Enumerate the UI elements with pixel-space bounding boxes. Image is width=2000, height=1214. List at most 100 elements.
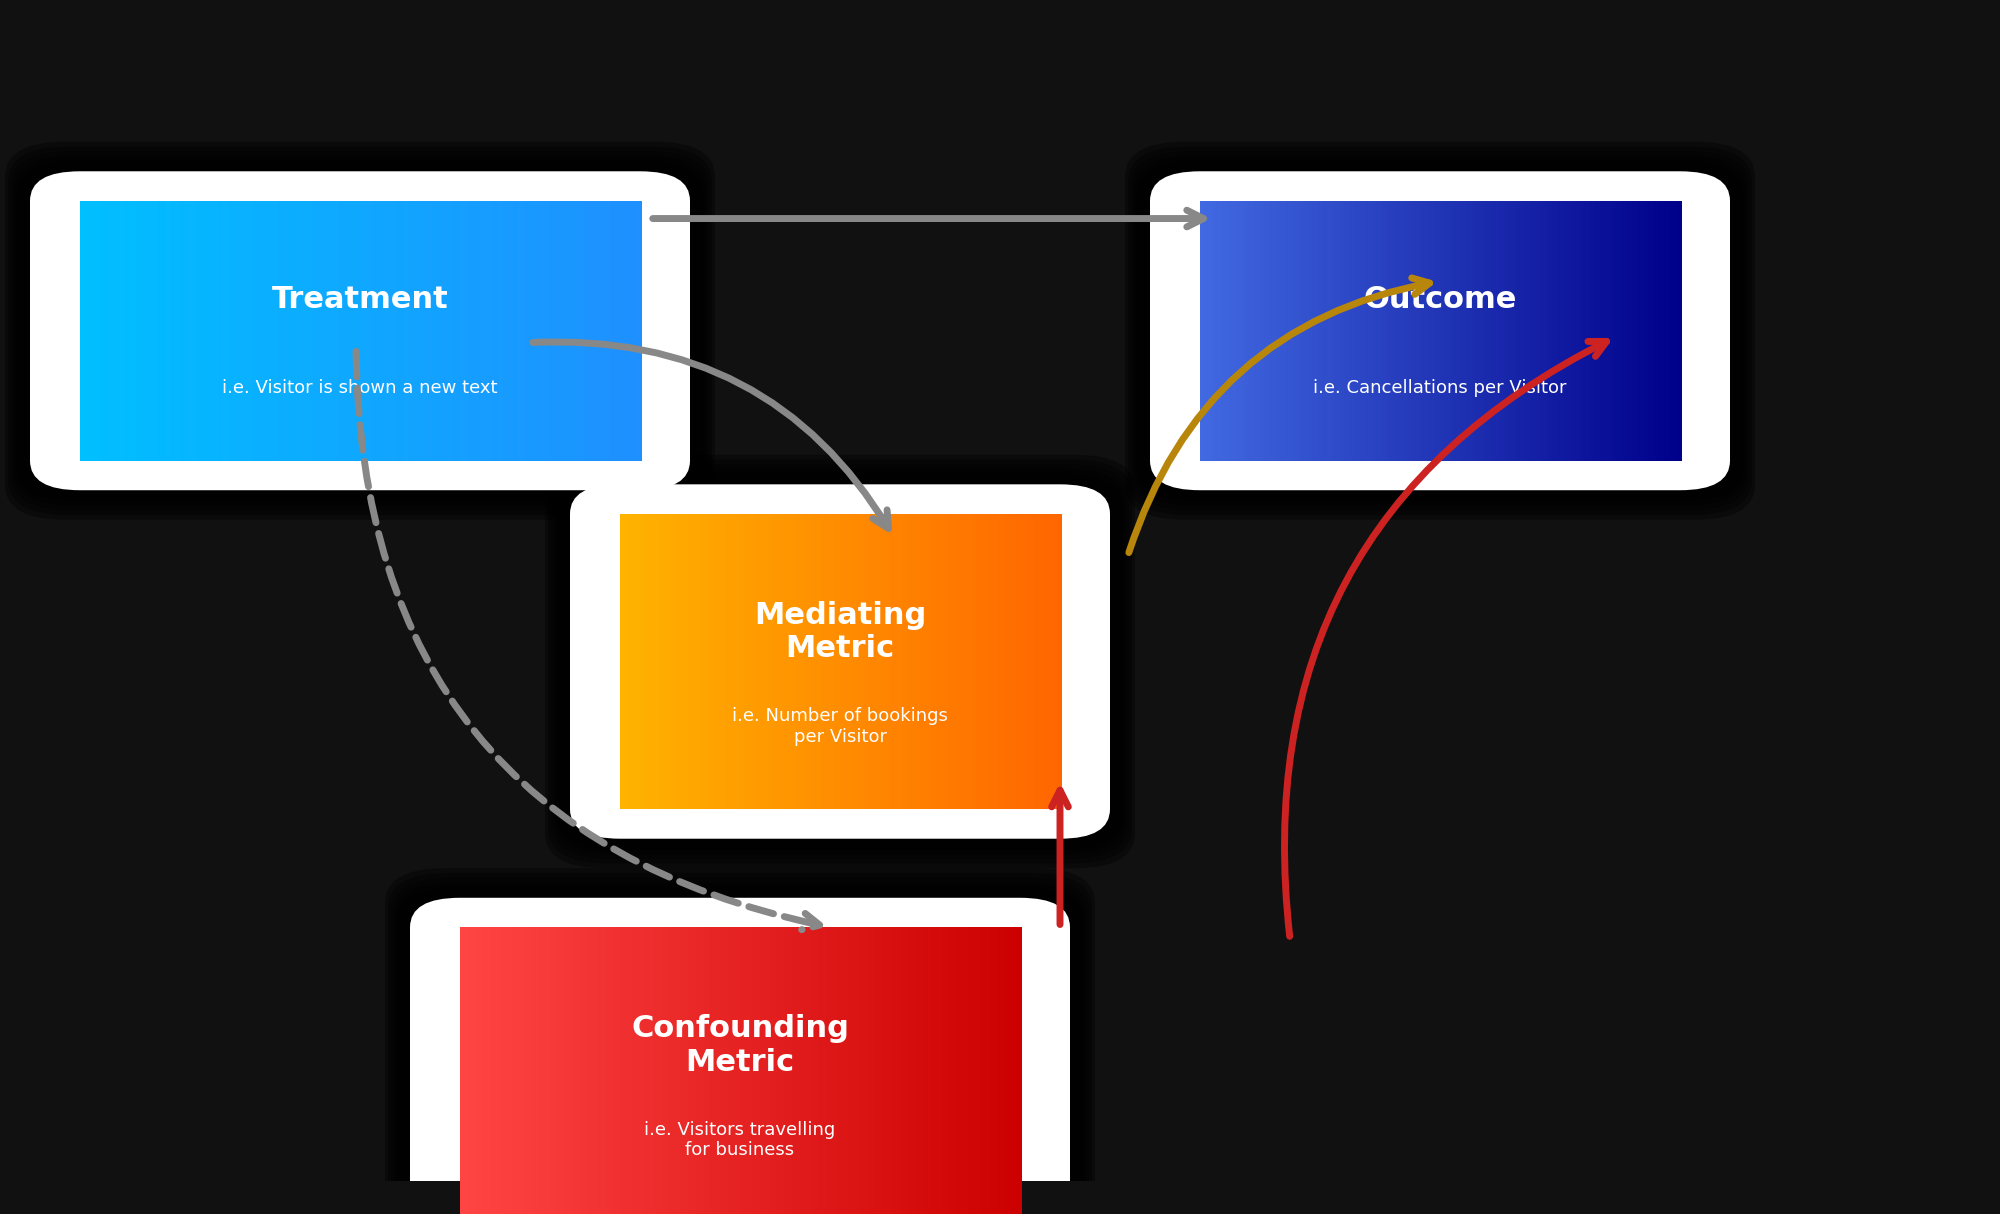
Polygon shape: [710, 514, 716, 810]
Polygon shape: [896, 927, 902, 1214]
Polygon shape: [626, 200, 630, 460]
Polygon shape: [828, 514, 834, 810]
FancyBboxPatch shape: [1124, 142, 1756, 520]
Polygon shape: [926, 927, 932, 1214]
Polygon shape: [866, 927, 872, 1214]
Polygon shape: [834, 927, 840, 1214]
Polygon shape: [732, 514, 736, 810]
Polygon shape: [598, 927, 604, 1214]
Polygon shape: [770, 927, 776, 1214]
Polygon shape: [978, 927, 984, 1214]
Polygon shape: [702, 927, 708, 1214]
Polygon shape: [646, 927, 652, 1214]
Polygon shape: [846, 514, 850, 810]
Polygon shape: [1504, 200, 1510, 460]
Polygon shape: [514, 200, 518, 460]
Polygon shape: [1482, 200, 1486, 460]
Polygon shape: [950, 927, 954, 1214]
Polygon shape: [934, 514, 938, 810]
Polygon shape: [1012, 927, 1018, 1214]
Polygon shape: [528, 200, 534, 460]
Polygon shape: [774, 927, 780, 1214]
Polygon shape: [1010, 514, 1016, 810]
Polygon shape: [1236, 200, 1240, 460]
Polygon shape: [610, 927, 616, 1214]
Polygon shape: [670, 927, 674, 1214]
Polygon shape: [236, 200, 242, 460]
Polygon shape: [646, 514, 652, 810]
Polygon shape: [1316, 200, 1320, 460]
Polygon shape: [1408, 200, 1414, 460]
Polygon shape: [1476, 200, 1480, 460]
Polygon shape: [998, 514, 1004, 810]
Polygon shape: [244, 200, 250, 460]
Polygon shape: [364, 200, 370, 460]
Polygon shape: [1420, 200, 1426, 460]
Polygon shape: [566, 200, 572, 460]
Polygon shape: [876, 514, 880, 810]
Polygon shape: [1380, 200, 1384, 460]
Polygon shape: [628, 927, 634, 1214]
Polygon shape: [300, 200, 306, 460]
Polygon shape: [1260, 200, 1266, 460]
Polygon shape: [1676, 200, 1682, 460]
Polygon shape: [1530, 200, 1534, 460]
Polygon shape: [528, 927, 532, 1214]
Polygon shape: [1404, 200, 1410, 460]
Polygon shape: [1594, 200, 1598, 460]
Polygon shape: [560, 927, 566, 1214]
Polygon shape: [118, 200, 124, 460]
Polygon shape: [826, 514, 830, 810]
Polygon shape: [1516, 200, 1522, 460]
Polygon shape: [490, 927, 496, 1214]
Polygon shape: [628, 200, 634, 460]
Polygon shape: [1264, 200, 1270, 460]
Polygon shape: [592, 200, 598, 460]
Polygon shape: [226, 200, 232, 460]
Polygon shape: [132, 200, 138, 460]
Polygon shape: [550, 927, 556, 1214]
Polygon shape: [1500, 200, 1506, 460]
Polygon shape: [1588, 200, 1592, 460]
Polygon shape: [628, 514, 634, 810]
Polygon shape: [140, 200, 146, 460]
Polygon shape: [1200, 200, 1206, 460]
Polygon shape: [402, 200, 406, 460]
Polygon shape: [1472, 200, 1478, 460]
Polygon shape: [1616, 200, 1622, 460]
Polygon shape: [554, 927, 560, 1214]
Polygon shape: [618, 200, 624, 460]
Polygon shape: [546, 927, 552, 1214]
Polygon shape: [1620, 200, 1624, 460]
Polygon shape: [1284, 200, 1288, 460]
Polygon shape: [822, 927, 828, 1214]
Polygon shape: [760, 514, 766, 810]
Polygon shape: [638, 514, 642, 810]
Polygon shape: [1036, 514, 1042, 810]
Polygon shape: [248, 200, 254, 460]
Polygon shape: [1622, 200, 1628, 460]
Polygon shape: [886, 927, 892, 1214]
Polygon shape: [484, 200, 488, 460]
FancyBboxPatch shape: [384, 868, 1096, 1214]
Polygon shape: [688, 514, 692, 810]
Polygon shape: [540, 200, 544, 460]
Polygon shape: [688, 927, 694, 1214]
Polygon shape: [510, 200, 516, 460]
Polygon shape: [1248, 200, 1254, 460]
Polygon shape: [326, 200, 332, 460]
Polygon shape: [922, 927, 928, 1214]
Polygon shape: [472, 200, 478, 460]
Polygon shape: [394, 200, 400, 460]
Polygon shape: [1636, 200, 1640, 460]
Polygon shape: [1292, 200, 1298, 460]
Polygon shape: [964, 514, 968, 810]
Polygon shape: [106, 200, 112, 460]
Polygon shape: [1540, 200, 1544, 460]
Polygon shape: [428, 200, 432, 460]
Text: Mediating
Metric: Mediating Metric: [754, 601, 926, 663]
Polygon shape: [788, 514, 792, 810]
Polygon shape: [1552, 200, 1558, 460]
Polygon shape: [634, 514, 640, 810]
Polygon shape: [692, 927, 698, 1214]
